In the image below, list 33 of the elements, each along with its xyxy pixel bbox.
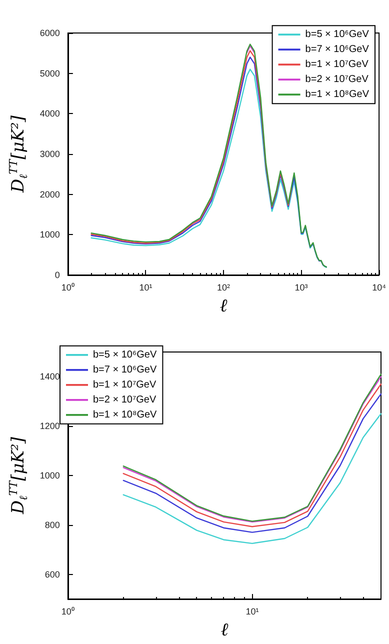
x-tick-label: 10⁴ bbox=[372, 282, 386, 292]
y-axis-title: DℓTT[μK²] bbox=[7, 436, 30, 515]
y-tick-label: 2000 bbox=[40, 189, 60, 200]
x-tick-label: 10⁰ bbox=[61, 282, 74, 292]
y-tick-label: 1000 bbox=[40, 230, 60, 240]
y-tick-label: 3000 bbox=[40, 149, 60, 159]
y-tick-label: 5000 bbox=[40, 68, 60, 78]
y-tick-label: 800 bbox=[44, 520, 60, 530]
legend-label: b=2 × 10⁷GeV bbox=[305, 74, 369, 86]
y-tick-label: 1200 bbox=[40, 421, 60, 432]
y-axis-title: DℓTT[μK²] bbox=[7, 115, 30, 194]
y-tick-label: 6000 bbox=[40, 28, 60, 38]
legend-label: b=7 × 10⁶GeV bbox=[93, 364, 157, 376]
legend-label: b=1 × 10⁸GeV bbox=[93, 409, 158, 420]
legend-label: b=7 × 10⁶GeV bbox=[305, 44, 370, 56]
x-axis-title: ℓ bbox=[220, 620, 229, 640]
y-tick-label: 1400 bbox=[40, 372, 60, 382]
y-tick-label: 4000 bbox=[40, 108, 60, 119]
legend-label: b=1 × 10⁷GeV bbox=[305, 59, 369, 70]
x-tick-label: 10⁰ bbox=[61, 606, 74, 616]
legend-label: b=2 × 10⁷GeV bbox=[93, 394, 156, 406]
y-tick-label: 1000 bbox=[40, 470, 60, 480]
legend-label: b=1 × 10⁸GeV bbox=[305, 89, 370, 100]
legend-label: b=1 × 10⁷GeV bbox=[93, 379, 156, 390]
y-tick-label: 0 bbox=[54, 270, 60, 280]
y-tick-label: 600 bbox=[44, 569, 60, 580]
x-tick-label: 10¹ bbox=[139, 282, 152, 292]
legend-label: b=5 × 10⁶GeV bbox=[93, 349, 157, 360]
x-tick-label: 10³ bbox=[294, 282, 308, 292]
x-tick-label: 10² bbox=[216, 282, 230, 292]
x-tick-label: 10¹ bbox=[246, 606, 259, 616]
legend-label: b=5 × 10⁶GeV bbox=[305, 29, 370, 40]
x-axis-title: ℓ bbox=[220, 296, 228, 316]
